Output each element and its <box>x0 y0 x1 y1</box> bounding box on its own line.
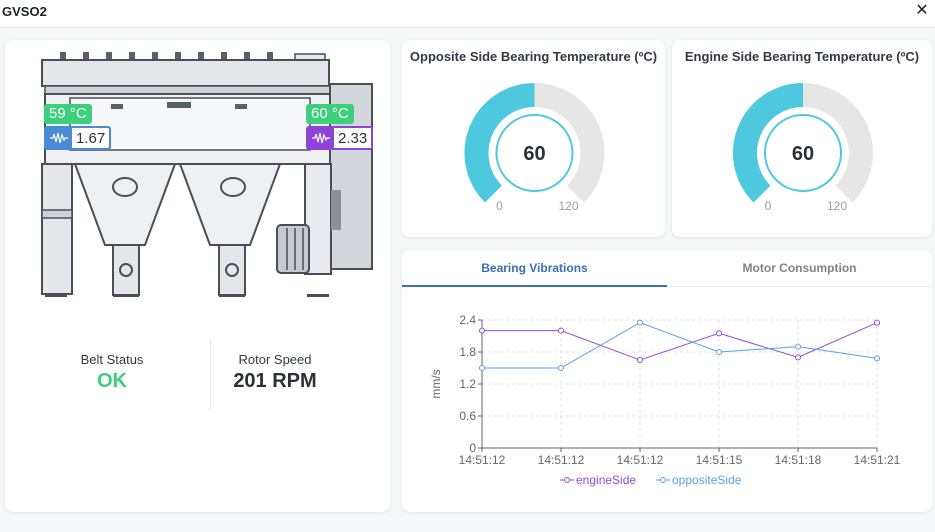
data-point-engineSide <box>716 330 722 337</box>
rotor-speed-value: 201 RPM <box>233 370 317 392</box>
data-point-engineSide <box>558 327 564 334</box>
status-divider <box>210 340 211 410</box>
gauge-inner-ring <box>495 114 574 192</box>
data-point-oppositeSide <box>795 343 801 350</box>
title-bar: GVSO2 ✕ <box>0 0 935 28</box>
data-point-engineSide <box>479 327 485 334</box>
legend-marker <box>660 477 666 483</box>
chart-card: Bearing Vibrations Motor Consumption 0 0.… <box>402 250 932 512</box>
data-point-engineSide <box>637 357 643 363</box>
tab-bearing-vibrations[interactable]: Bearing Vibrations <box>402 250 667 287</box>
left-vibration-chip: 1.67 <box>44 126 112 150</box>
gauge-value: 60 <box>523 143 545 165</box>
x-tick-label: 14:51:12 <box>459 453 506 467</box>
legend-label: oppositeSide <box>672 473 742 487</box>
x-tick-label: 14:51:21 <box>854 453 901 467</box>
data-point-oppositeSide <box>637 319 643 326</box>
x-tick-label: 14:51:12 <box>617 453 664 467</box>
legend-label: engineSide <box>576 473 636 487</box>
y-tick-label: 0 <box>469 441 476 455</box>
y-tick-label: 1.2 <box>459 377 476 391</box>
vibration-icon <box>308 128 334 148</box>
data-point-oppositeSide <box>874 355 880 362</box>
close-icon[interactable]: ✕ <box>915 2 929 19</box>
gauge-max-label: 120 <box>558 199 578 213</box>
left-temperature-value: 59 °C <box>49 105 87 122</box>
tab-motor-consumption[interactable]: Motor Consumption <box>742 261 857 275</box>
gauge-inner-ring <box>764 114 842 192</box>
window-title: GVSO2 <box>2 4 47 19</box>
engine-side-gauge-card: Engine Side Bearing Temperature (ºC) 60 … <box>672 40 932 237</box>
right-temperature-chip: 60 °C <box>306 104 354 124</box>
x-tick-label: 14:51:15 <box>696 453 743 467</box>
chart-tabs: Bearing Vibrations Motor Consumption <box>402 250 932 287</box>
gauge-title: Engine Side Bearing Temperature (ºC) <box>684 49 920 64</box>
opposite-side-gauge: 60 0 120 <box>464 83 605 213</box>
gauge-min-label: 0 <box>765 199 772 213</box>
x-tick-label: 14:51:18 <box>775 453 822 467</box>
gauge-max-label: 120 <box>827 199 847 213</box>
right-temperature-value: 60 °C <box>311 105 349 122</box>
gauge-title: Opposite Side Bearing Temperature (ºC) <box>409 49 658 64</box>
data-point-oppositeSide <box>479 365 485 371</box>
belt-status-value: OK <box>97 370 127 392</box>
right-vibration-value: 2.33 <box>338 129 368 147</box>
y-tick-label: 2.4 <box>459 313 476 327</box>
gauge-fill <box>464 83 536 203</box>
opposite-side-gauge-card: Opposite Side Bearing Temperature (ºC) 6… <box>402 40 665 237</box>
rotor-speed-label: Rotor Speed <box>238 352 312 367</box>
data-point-oppositeSide <box>716 349 722 355</box>
data-point-oppositeSide <box>558 365 564 371</box>
machine-card: 59 °C 1.67 60 °C 2.33 Belt Status OK Rot… <box>5 40 390 512</box>
engine-side-gauge: 60 0 120 <box>733 83 873 213</box>
machine-illustration <box>41 52 373 297</box>
data-point-engineSide <box>874 319 880 326</box>
gauge-fill <box>733 83 804 203</box>
right-vibration-chip: 2.33 <box>306 126 374 150</box>
left-vibration-value: 1.67 <box>76 129 106 147</box>
y-axis-label: mm/s <box>429 369 443 398</box>
gauge-min-label: 0 <box>496 199 503 213</box>
vibration-icon <box>46 128 72 148</box>
data-point-engineSide <box>795 354 801 361</box>
x-tick-label: 14:51:12 <box>538 453 585 467</box>
belt-status-label: Belt Status <box>80 352 144 367</box>
legend-marker <box>564 477 570 483</box>
y-tick-label: 1.8 <box>459 345 476 359</box>
rotor-speed: Rotor Speed 201 RPM <box>195 352 355 393</box>
gauge-value: 60 <box>792 143 814 165</box>
bearing-vibrations-chart: 0 0.6 1.2 1.8 2.4 14:51:12 14:51:12 14:51:12 14:… <box>429 313 901 487</box>
series-line-oppositeSide <box>482 322 878 369</box>
left-temperature-chip: 59 °C <box>44 104 92 124</box>
y-tick-label: 0.6 <box>459 409 476 423</box>
series-line-engineSide <box>482 322 878 361</box>
belt-status: Belt Status OK <box>32 352 192 393</box>
